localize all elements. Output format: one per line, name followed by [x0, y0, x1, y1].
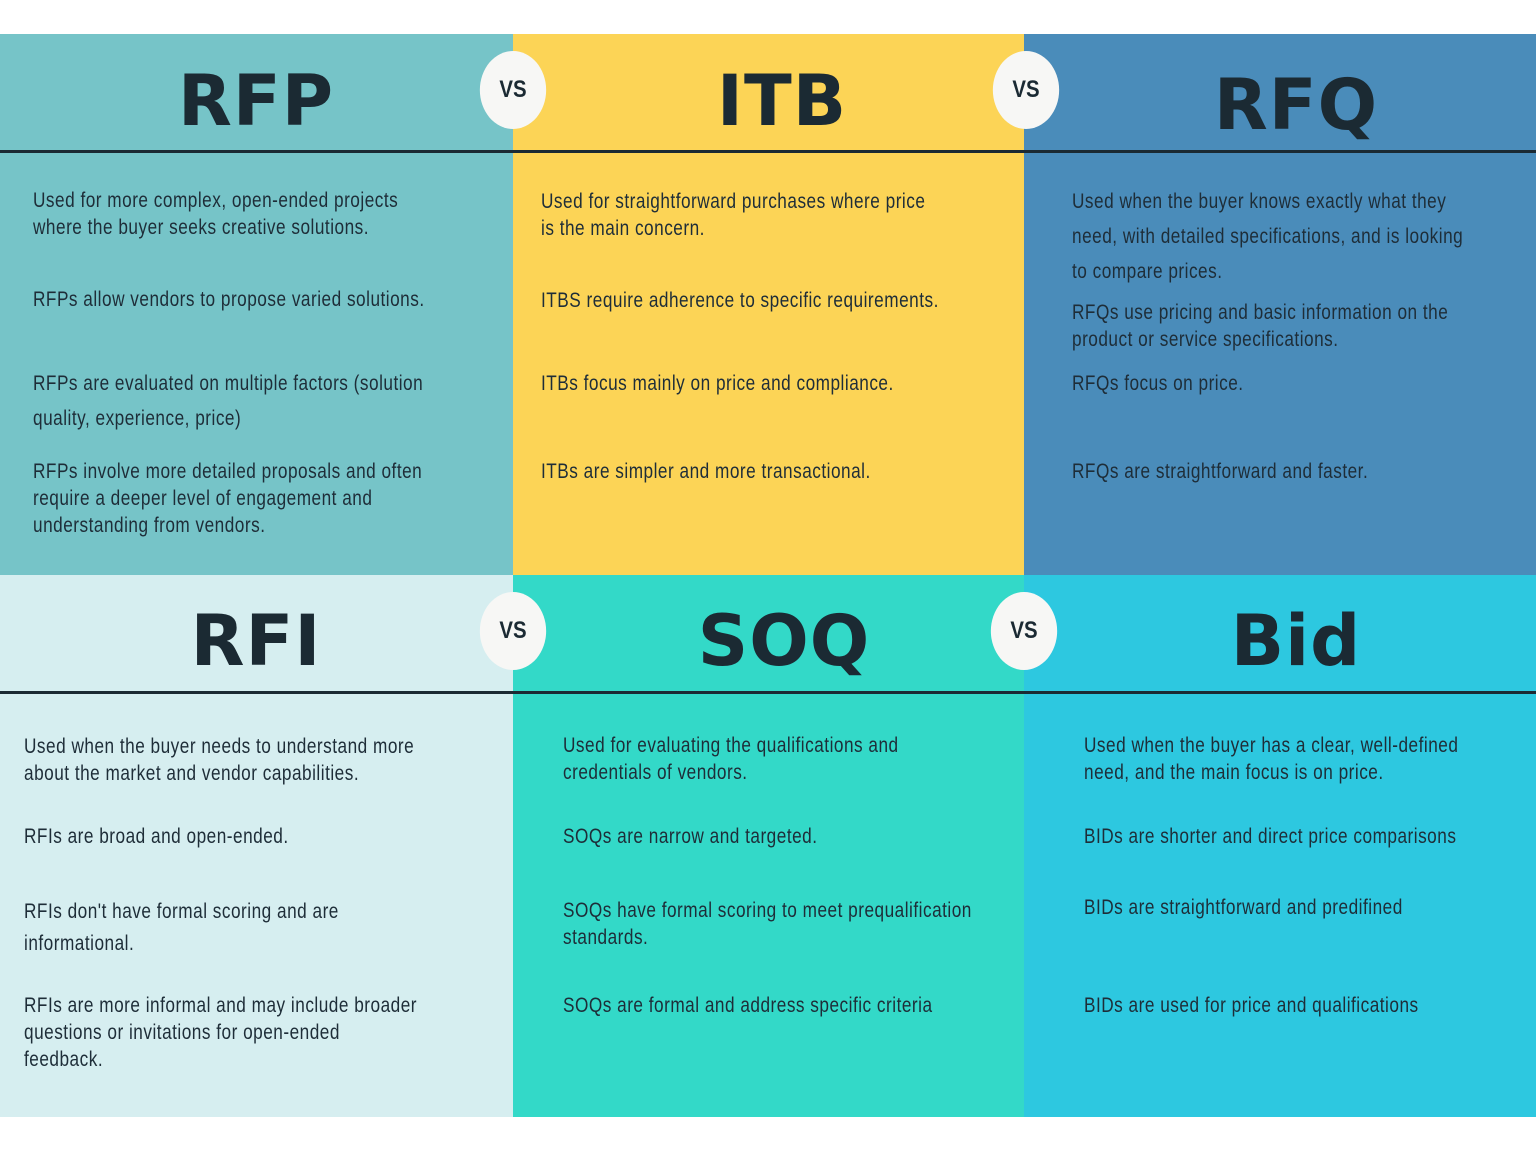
- panel-itb: [513, 34, 1024, 575]
- soq-item: Used for evaluating the qualifications a…: [563, 734, 899, 784]
- header-divider-top: [0, 150, 1536, 153]
- title-itb: ITB: [716, 60, 848, 142]
- title-rfq: RFQ: [1213, 64, 1379, 146]
- panel-bid: [1024, 575, 1536, 1117]
- itb-item: ITBS require adherence to specific requi…: [541, 289, 939, 312]
- rfq-item: RFQs use pricing and basic information o…: [1072, 301, 1449, 351]
- rfq-item: RFQs focus on price.: [1072, 372, 1244, 395]
- itb-item: ITBs focus mainly on price and complianc…: [541, 372, 894, 395]
- itb-item: Used for straightforward purchases where…: [541, 190, 926, 240]
- vs-badge: VS: [479, 592, 547, 670]
- rfp-item: Used for more complex, open-ended projec…: [33, 189, 399, 239]
- rfi-item: Used when the buyer needs to understand …: [24, 735, 415, 785]
- rfp-item: RFPs involve more detailed proposals and…: [33, 460, 423, 537]
- panel-soq: [513, 575, 1024, 1117]
- panel-rfq: [1024, 34, 1536, 575]
- panel-rfp: [0, 34, 513, 575]
- soq-item: SOQs are formal and address specific cri…: [563, 994, 933, 1017]
- rfq-item: RFQs are straightforward and faster.: [1072, 460, 1369, 483]
- rfi-item: RFIs are broad and open-ended.: [24, 825, 289, 848]
- rfi-item: RFIs don't have formal scoring and are i…: [24, 900, 339, 955]
- title-soq: SOQ: [697, 600, 871, 682]
- panel-rfi: [0, 575, 513, 1117]
- header-divider-bottom: [0, 691, 1536, 694]
- bid-item: BIDs are shorter and direct price compar…: [1084, 825, 1457, 848]
- bid-item: Used when the buyer has a clear, well-de…: [1084, 734, 1459, 784]
- title-rfp: RFP: [177, 60, 335, 142]
- rfq-item: Used when the buyer knows exactly what t…: [1072, 190, 1464, 283]
- vs-badge: VS: [992, 51, 1060, 129]
- rfp-item: RFPs allow vendors to propose varied sol…: [33, 288, 425, 311]
- bid-item: BIDs are straightforward and predifined: [1084, 896, 1403, 919]
- soq-item: SOQs have formal scoring to meet prequal…: [563, 899, 972, 949]
- bid-item: BIDs are used for price and qualificatio…: [1084, 994, 1419, 1017]
- vs-badge: VS: [990, 592, 1058, 670]
- title-bid: Bid: [1230, 600, 1362, 682]
- soq-item: SOQs are narrow and targeted.: [563, 825, 818, 848]
- rfp-item: RFPs are evaluated on multiple factors (…: [33, 372, 424, 430]
- rfi-item: RFIs are more informal and may include b…: [24, 994, 418, 1071]
- itb-item: ITBs are simpler and more transactional.: [541, 460, 871, 483]
- vs-badge: VS: [479, 51, 547, 129]
- title-rfi: RFI: [190, 600, 322, 682]
